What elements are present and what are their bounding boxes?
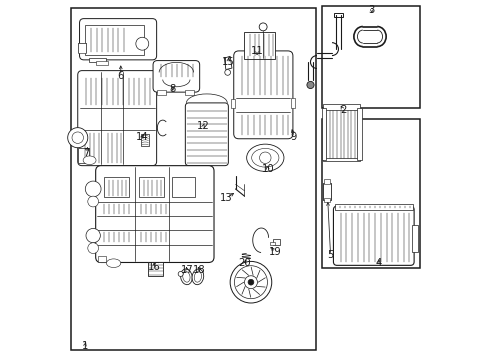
- Circle shape: [244, 276, 257, 289]
- Text: 9: 9: [290, 132, 297, 142]
- Bar: [411, 225, 417, 252]
- FancyBboxPatch shape: [96, 166, 214, 262]
- Bar: [324, 108, 358, 160]
- Bar: [273, 239, 280, 244]
- Bar: [322, 104, 360, 110]
- Bar: [139, 177, 163, 197]
- Circle shape: [72, 132, 83, 143]
- Bar: [333, 13, 342, 17]
- Bar: [157, 90, 165, 95]
- Bar: [230, 99, 235, 108]
- Text: 18: 18: [193, 265, 205, 275]
- Bar: [321, 119, 419, 268]
- Circle shape: [259, 152, 270, 163]
- Circle shape: [178, 271, 183, 276]
- Bar: [322, 158, 360, 161]
- Text: 10: 10: [261, 164, 274, 174]
- Bar: [321, 6, 419, 108]
- Bar: [78, 148, 88, 163]
- Bar: [96, 61, 108, 64]
- Circle shape: [67, 128, 88, 148]
- Text: 13: 13: [220, 193, 232, 203]
- FancyBboxPatch shape: [333, 206, 413, 265]
- FancyBboxPatch shape: [185, 103, 228, 166]
- Text: 20: 20: [238, 258, 250, 268]
- Circle shape: [306, 81, 313, 89]
- Text: 19: 19: [268, 247, 281, 257]
- Ellipse shape: [251, 148, 278, 167]
- Bar: [78, 42, 85, 51]
- Text: 5: 5: [326, 250, 333, 260]
- Text: 12: 12: [197, 121, 209, 131]
- Circle shape: [247, 279, 253, 285]
- Circle shape: [136, 37, 148, 50]
- Circle shape: [259, 23, 266, 31]
- Bar: [321, 108, 325, 160]
- Ellipse shape: [183, 271, 190, 282]
- Circle shape: [86, 228, 100, 243]
- Text: 2: 2: [339, 105, 346, 115]
- Text: 14: 14: [136, 132, 148, 142]
- Bar: [70, 8, 316, 350]
- Bar: [104, 177, 129, 197]
- Ellipse shape: [194, 271, 201, 282]
- Bar: [334, 204, 412, 211]
- FancyBboxPatch shape: [233, 51, 292, 139]
- Text: 4: 4: [375, 258, 381, 268]
- Circle shape: [224, 69, 230, 75]
- Bar: [171, 177, 195, 197]
- Text: 1: 1: [81, 341, 88, 351]
- Bar: [88, 58, 106, 62]
- FancyBboxPatch shape: [80, 19, 156, 60]
- Text: 15: 15: [222, 57, 234, 67]
- Bar: [357, 108, 361, 160]
- Bar: [185, 90, 194, 95]
- Bar: [324, 179, 329, 184]
- Text: 11: 11: [250, 46, 263, 56]
- Bar: [78, 42, 85, 53]
- FancyBboxPatch shape: [78, 71, 156, 166]
- Ellipse shape: [180, 269, 192, 285]
- Bar: [270, 242, 274, 245]
- FancyBboxPatch shape: [153, 60, 199, 92]
- Text: 16: 16: [147, 262, 160, 272]
- Circle shape: [230, 261, 271, 303]
- Circle shape: [85, 181, 101, 197]
- Text: 3: 3: [368, 5, 374, 15]
- Ellipse shape: [106, 259, 121, 267]
- Circle shape: [88, 196, 99, 207]
- Bar: [141, 134, 149, 146]
- Text: 17: 17: [181, 265, 193, 275]
- Circle shape: [234, 266, 267, 299]
- Circle shape: [88, 243, 99, 253]
- Text: 8: 8: [169, 84, 176, 94]
- Bar: [98, 256, 106, 262]
- Polygon shape: [224, 56, 231, 69]
- Text: 7: 7: [82, 148, 89, 158]
- Ellipse shape: [246, 144, 284, 171]
- Ellipse shape: [192, 269, 203, 285]
- Bar: [290, 98, 295, 108]
- Text: 6: 6: [117, 71, 124, 81]
- Bar: [148, 262, 163, 276]
- Bar: [323, 183, 330, 200]
- Ellipse shape: [83, 156, 96, 165]
- Bar: [244, 32, 275, 59]
- Bar: [85, 25, 144, 55]
- Bar: [324, 198, 329, 202]
